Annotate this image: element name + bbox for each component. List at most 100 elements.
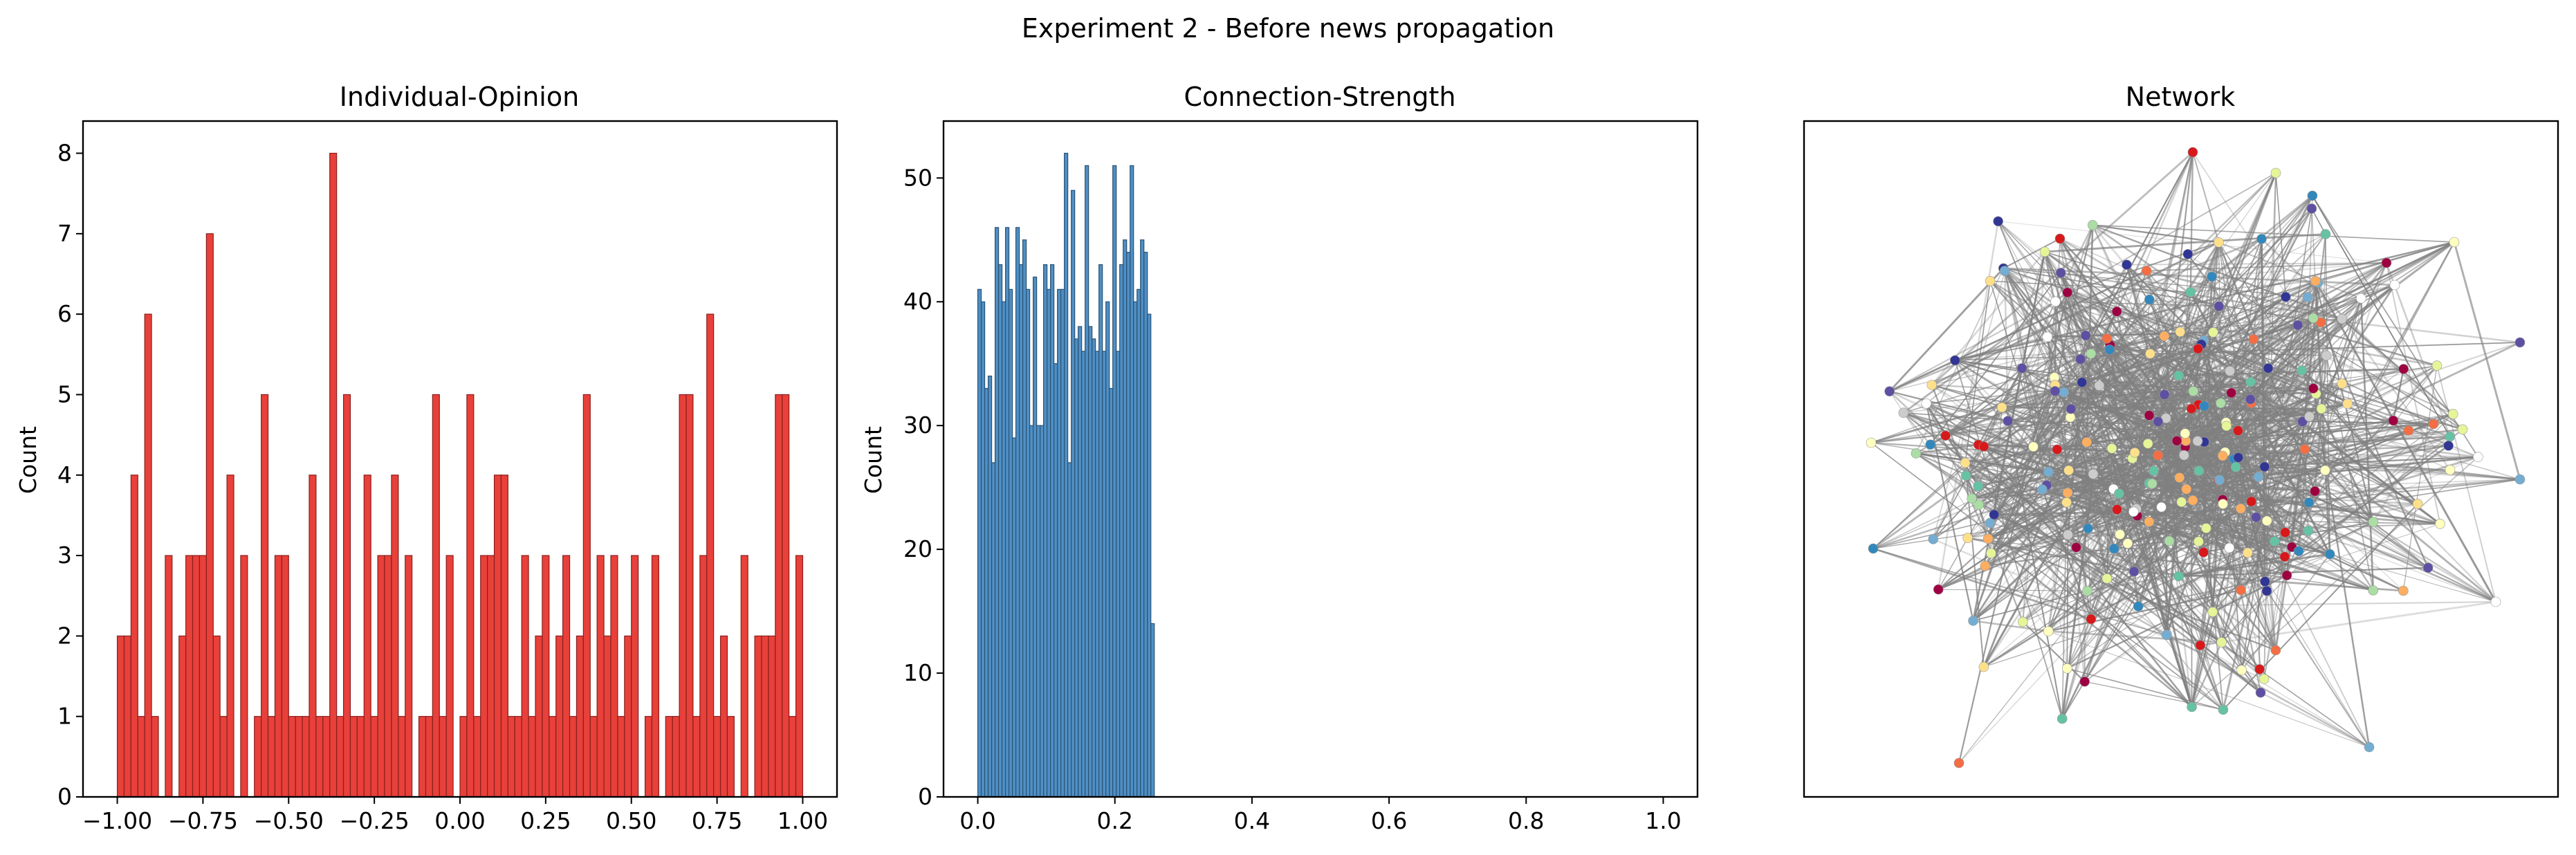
network-node [2181, 484, 2192, 495]
network-node [2173, 571, 2184, 582]
network-node [2236, 503, 2246, 514]
network-edge [1965, 462, 2049, 473]
network-node [2398, 585, 2409, 596]
network-node [2251, 512, 2261, 523]
network-node [2214, 237, 2224, 248]
opinion-histogram-bar [672, 716, 680, 798]
network-edge [2081, 382, 2317, 394]
opinion-y-tick-label: 6 [57, 300, 72, 327]
network-edge [2184, 428, 2463, 456]
network-node [2175, 327, 2186, 338]
network-edge [2202, 340, 2286, 533]
opinion-histogram-bar [185, 555, 194, 798]
connection-y-tick-label: 50 [903, 164, 932, 191]
network-node [2195, 640, 2206, 651]
network-node [1960, 470, 1971, 481]
network-edge [1987, 385, 2057, 540]
connection-x-tick-label: 0.8 [1508, 807, 1544, 834]
connection-histogram-bar [1057, 288, 1062, 798]
connection-histogram-bar [1078, 326, 1083, 798]
network-node [1953, 757, 1965, 769]
connection-histogram-bar [1143, 252, 1148, 798]
network-node [2342, 398, 2353, 409]
connection-x-tick-label: 0.2 [1096, 807, 1132, 834]
network-edge [2149, 208, 2312, 522]
network-node [2173, 370, 2184, 381]
opinion-x-tick-label: 1.00 [778, 807, 828, 834]
network-node [2245, 376, 2256, 387]
network-edge [2453, 241, 2521, 480]
opinion-histogram-bar [309, 475, 317, 798]
network-edge [2184, 318, 2343, 448]
network-edge [2048, 630, 2370, 748]
opinion-histogram-bar [261, 394, 269, 798]
connection-histogram-ylabel: Count [860, 426, 887, 494]
network-node [2230, 461, 2241, 472]
connection-histogram-bar [1001, 301, 1006, 798]
network-edge [2149, 338, 2254, 416]
network-edge [2200, 261, 2387, 345]
network-edge [2316, 365, 2438, 394]
opinion-histogram-bar [302, 716, 310, 798]
network-edge [2067, 502, 2310, 669]
network-edge [2191, 641, 2223, 708]
network-edge [1989, 522, 2179, 577]
network-edge [2191, 407, 2496, 603]
network-edge [2203, 242, 2220, 341]
network-node [2389, 279, 2400, 291]
connection-histogram-bar [1054, 363, 1058, 798]
network-node [2270, 645, 2281, 656]
opinion-histogram-bar [569, 716, 578, 798]
opinion-histogram-bar [549, 716, 557, 798]
opinion-y-tick-label: 1 [57, 703, 72, 730]
network-node [2087, 220, 2098, 230]
network-edge [1932, 446, 1985, 540]
network-edge [2054, 390, 2276, 651]
network-edge [1967, 408, 2072, 539]
network-node [2180, 428, 2191, 439]
network-edge [1983, 404, 2199, 448]
network-edge [2252, 339, 2276, 651]
network-node [2057, 713, 2068, 724]
network-edge [2186, 466, 2265, 490]
network-edge [1997, 221, 2167, 636]
opinion-histogram-bar [610, 555, 618, 798]
opinion-histogram-bar [425, 716, 433, 798]
network-edge [2109, 349, 2166, 419]
network-node [2254, 664, 2265, 674]
network-node [1898, 407, 1909, 419]
network-edge [2126, 264, 2231, 372]
network-node [2256, 234, 2267, 244]
network-node [2156, 502, 2166, 513]
network-node [2428, 419, 2439, 430]
opinion-histogram-bar [274, 555, 282, 798]
network-node [2216, 398, 2226, 409]
network-edge [2392, 369, 2404, 421]
connection-histogram-bar [1088, 326, 1093, 798]
network-edge [2084, 413, 2454, 682]
opinion-histogram-bar [459, 716, 468, 798]
network-node [2088, 468, 2099, 479]
network-node [1884, 386, 1895, 397]
network-node [2185, 286, 2196, 297]
network-edge [1955, 360, 2251, 401]
network-edge [2238, 430, 2374, 523]
opinion-histogram-bar [514, 716, 522, 798]
network-edge [2235, 322, 2321, 468]
network-edge [2004, 270, 2151, 484]
network-edge [2048, 318, 2343, 632]
network-edge [1978, 504, 1992, 553]
network-node [2449, 237, 2460, 248]
connection-histogram-bar [1022, 239, 1027, 798]
opinion-histogram-bar [535, 635, 543, 798]
network-node [2182, 249, 2193, 259]
network-edge [2003, 268, 2302, 371]
opinion-histogram-bar [582, 394, 591, 798]
network-edge [1889, 338, 2107, 392]
network-edge [2063, 392, 2069, 535]
network-node [2082, 585, 2092, 596]
network-node [2186, 403, 2197, 414]
network-edge [2184, 448, 2305, 456]
network-edge [2048, 398, 2251, 473]
network-edge [2066, 521, 2374, 670]
